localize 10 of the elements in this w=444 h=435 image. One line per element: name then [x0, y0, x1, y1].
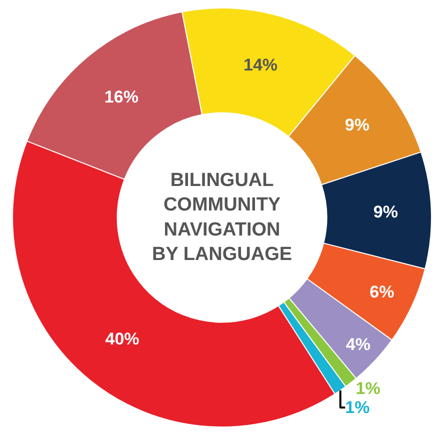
data-label: 4% [346, 334, 370, 354]
data-label: 9% [373, 202, 398, 222]
text: BILINGUAL COMMUNITY NAVIGATION BY LANGUAGE [152, 170, 292, 266]
data-label: 1% [356, 378, 380, 398]
data-label: 6% [370, 282, 394, 302]
data-label: 16% [104, 87, 138, 106]
data-label: 40% [105, 329, 140, 348]
data-label: 14% [244, 56, 278, 75]
data-label: 9% [344, 115, 370, 134]
data-label: 1% [345, 398, 370, 417]
